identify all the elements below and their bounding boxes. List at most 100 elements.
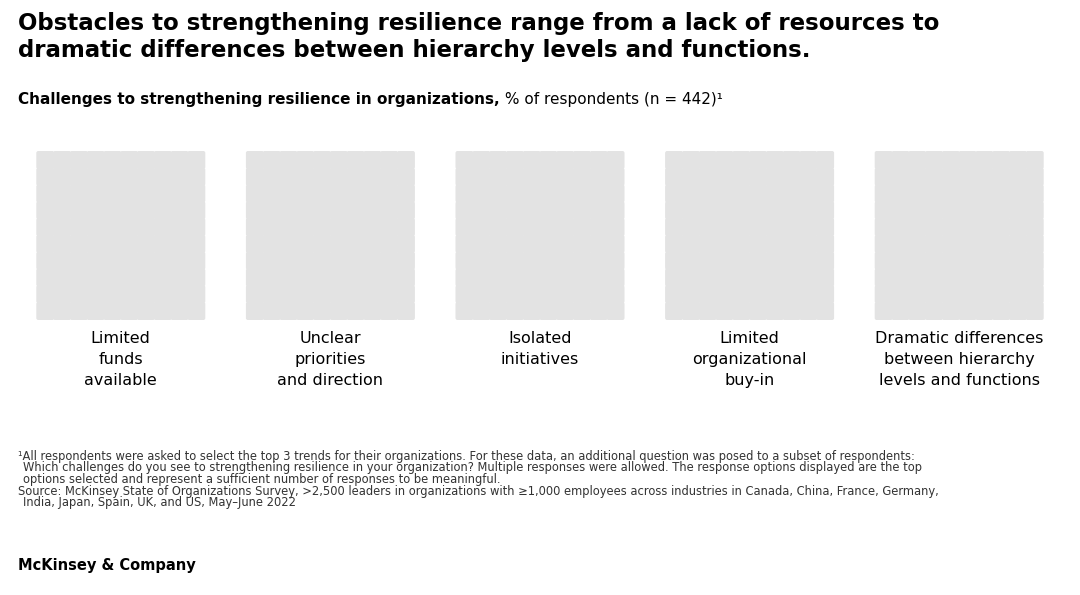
FancyBboxPatch shape xyxy=(262,302,281,320)
FancyBboxPatch shape xyxy=(262,184,281,202)
FancyBboxPatch shape xyxy=(573,302,591,320)
FancyBboxPatch shape xyxy=(380,151,399,169)
FancyBboxPatch shape xyxy=(104,151,121,169)
FancyBboxPatch shape xyxy=(456,201,473,220)
FancyBboxPatch shape xyxy=(750,201,767,220)
FancyBboxPatch shape xyxy=(590,184,608,202)
FancyBboxPatch shape xyxy=(456,218,473,236)
FancyBboxPatch shape xyxy=(86,252,105,270)
FancyBboxPatch shape xyxy=(171,218,189,236)
FancyBboxPatch shape xyxy=(171,285,189,303)
FancyBboxPatch shape xyxy=(523,252,541,270)
FancyBboxPatch shape xyxy=(104,285,121,303)
FancyBboxPatch shape xyxy=(456,285,473,303)
FancyBboxPatch shape xyxy=(665,302,683,320)
FancyBboxPatch shape xyxy=(37,252,54,270)
FancyBboxPatch shape xyxy=(86,201,105,220)
FancyBboxPatch shape xyxy=(296,218,314,236)
FancyBboxPatch shape xyxy=(766,151,784,169)
FancyBboxPatch shape xyxy=(891,235,909,253)
FancyBboxPatch shape xyxy=(766,235,784,253)
FancyBboxPatch shape xyxy=(556,268,575,286)
FancyBboxPatch shape xyxy=(104,218,121,236)
FancyBboxPatch shape xyxy=(347,218,365,236)
FancyBboxPatch shape xyxy=(363,151,381,169)
FancyBboxPatch shape xyxy=(908,285,927,303)
FancyBboxPatch shape xyxy=(1026,184,1043,202)
FancyBboxPatch shape xyxy=(942,285,960,303)
FancyBboxPatch shape xyxy=(70,268,87,286)
FancyBboxPatch shape xyxy=(397,268,415,286)
FancyBboxPatch shape xyxy=(993,218,1010,236)
FancyBboxPatch shape xyxy=(70,184,87,202)
FancyBboxPatch shape xyxy=(959,252,976,270)
FancyBboxPatch shape xyxy=(607,218,624,236)
FancyBboxPatch shape xyxy=(556,201,575,220)
FancyBboxPatch shape xyxy=(86,184,105,202)
FancyBboxPatch shape xyxy=(120,285,138,303)
FancyBboxPatch shape xyxy=(816,252,834,270)
FancyBboxPatch shape xyxy=(573,268,591,286)
FancyBboxPatch shape xyxy=(280,201,297,220)
FancyBboxPatch shape xyxy=(505,168,524,186)
FancyBboxPatch shape xyxy=(783,285,800,303)
FancyBboxPatch shape xyxy=(313,151,330,169)
FancyBboxPatch shape xyxy=(329,302,348,320)
FancyBboxPatch shape xyxy=(397,235,415,253)
FancyBboxPatch shape xyxy=(347,168,365,186)
FancyBboxPatch shape xyxy=(86,168,105,186)
FancyBboxPatch shape xyxy=(104,302,121,320)
FancyBboxPatch shape xyxy=(975,201,994,220)
FancyBboxPatch shape xyxy=(556,302,575,320)
FancyBboxPatch shape xyxy=(523,218,541,236)
FancyBboxPatch shape xyxy=(732,151,751,169)
FancyBboxPatch shape xyxy=(665,184,683,202)
FancyBboxPatch shape xyxy=(590,302,608,320)
FancyBboxPatch shape xyxy=(1026,268,1043,286)
FancyBboxPatch shape xyxy=(783,302,800,320)
FancyBboxPatch shape xyxy=(153,201,172,220)
FancyBboxPatch shape xyxy=(715,252,733,270)
FancyBboxPatch shape xyxy=(171,201,189,220)
FancyBboxPatch shape xyxy=(456,235,473,253)
FancyBboxPatch shape xyxy=(750,151,767,169)
FancyBboxPatch shape xyxy=(908,302,927,320)
FancyBboxPatch shape xyxy=(137,268,154,286)
FancyBboxPatch shape xyxy=(347,252,365,270)
FancyBboxPatch shape xyxy=(959,184,976,202)
FancyBboxPatch shape xyxy=(1026,168,1043,186)
FancyBboxPatch shape xyxy=(1009,168,1027,186)
FancyBboxPatch shape xyxy=(380,268,399,286)
FancyBboxPatch shape xyxy=(1009,285,1027,303)
FancyBboxPatch shape xyxy=(816,168,834,186)
FancyBboxPatch shape xyxy=(799,302,818,320)
FancyBboxPatch shape xyxy=(556,252,575,270)
FancyBboxPatch shape xyxy=(783,218,800,236)
FancyBboxPatch shape xyxy=(296,285,314,303)
FancyBboxPatch shape xyxy=(313,218,330,236)
FancyBboxPatch shape xyxy=(732,201,751,220)
FancyBboxPatch shape xyxy=(329,168,348,186)
FancyBboxPatch shape xyxy=(329,201,348,220)
FancyBboxPatch shape xyxy=(137,151,154,169)
FancyBboxPatch shape xyxy=(120,184,138,202)
FancyBboxPatch shape xyxy=(908,235,927,253)
FancyBboxPatch shape xyxy=(313,302,330,320)
FancyBboxPatch shape xyxy=(766,268,784,286)
FancyBboxPatch shape xyxy=(120,252,138,270)
FancyBboxPatch shape xyxy=(246,268,264,286)
FancyBboxPatch shape xyxy=(262,151,281,169)
FancyBboxPatch shape xyxy=(171,235,189,253)
FancyBboxPatch shape xyxy=(959,168,976,186)
FancyBboxPatch shape xyxy=(607,201,624,220)
FancyBboxPatch shape xyxy=(681,201,700,220)
FancyBboxPatch shape xyxy=(766,201,784,220)
FancyBboxPatch shape xyxy=(993,184,1010,202)
FancyBboxPatch shape xyxy=(397,168,415,186)
FancyBboxPatch shape xyxy=(975,218,994,236)
FancyBboxPatch shape xyxy=(681,285,700,303)
FancyBboxPatch shape xyxy=(380,218,399,236)
FancyBboxPatch shape xyxy=(120,235,138,253)
FancyBboxPatch shape xyxy=(489,184,507,202)
FancyBboxPatch shape xyxy=(699,285,717,303)
